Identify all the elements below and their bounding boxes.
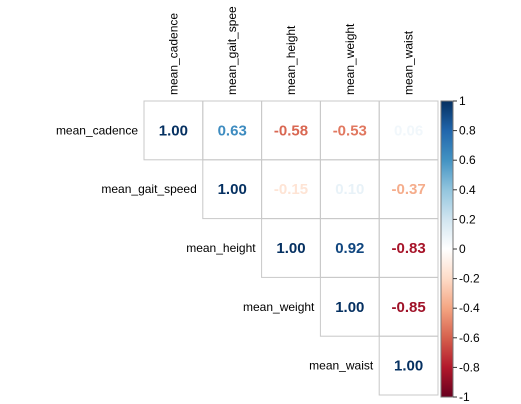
cell-value: 0.06 — [394, 122, 423, 139]
grid-cell — [378, 335, 439, 396]
colorbar-tick-label: -0.4 — [459, 301, 480, 315]
cell-value: -0.53 — [333, 122, 367, 139]
cell-value: -0.85 — [391, 299, 425, 316]
value-labels: 1.00 0.63 -0.58 -0.53 0.06 1.00 -0.15 0.10 -0.37… — [159, 122, 426, 374]
colorbar-tick-label: 1 — [459, 94, 466, 108]
colorbar-tick-label: 0.4 — [459, 183, 476, 197]
row-label: mean_gait_speed — [101, 182, 196, 196]
colorbar-tick-label: -0.2 — [459, 272, 480, 286]
cell-value: 1.00 — [335, 299, 364, 316]
colorbar-tick-label: 0.6 — [459, 153, 476, 167]
row-labels: mean_cadence mean_gait_speed mean_heightme… — [56, 123, 374, 372]
cell-value: 0.10 — [335, 181, 364, 198]
cell-value: -0.58 — [274, 122, 308, 139]
colorbar-tick-label: 0.8 — [459, 124, 476, 138]
cell-value: -0.83 — [391, 240, 425, 257]
column-label: mean_height — [284, 25, 298, 95]
cell-value: 0.63 — [218, 122, 247, 139]
cell-value: 1.00 — [218, 181, 247, 198]
colorbar-tick-label: 0.2 — [459, 212, 476, 226]
cell-value: 0.92 — [335, 240, 364, 257]
row-label: mean_height — [186, 241, 256, 255]
colorbar-tick-label: 0 — [459, 242, 466, 256]
cell-value: 1.00 — [276, 240, 305, 257]
column-label: mean_weight — [343, 23, 357, 95]
cell-value: 1.00 — [159, 122, 188, 139]
row-label: mean_cadence — [56, 123, 138, 137]
cell-value: -0.37 — [391, 181, 425, 198]
colorbar-tick-label: -0.6 — [459, 331, 480, 345]
column-label: mean_gait_spee — [225, 6, 239, 95]
cell-value: -0.15 — [274, 181, 308, 198]
cell-value: 1.00 — [394, 358, 423, 375]
row-label: mean_weight — [243, 300, 315, 314]
colorbar-tick-label: -1 — [459, 390, 470, 404]
column-label: mean_cadence — [166, 13, 180, 95]
colorbar: 1 0.8 0.6 0.4 0.2 0 -0.2 -0.4 -0.6 -0.8 -1 — [440, 94, 480, 404]
colorbar-tick-label: -0.8 — [459, 360, 480, 374]
column-label: mean_waist — [402, 30, 416, 95]
colorbar-gradient — [440, 100, 454, 398]
column-labels: mean_cadence mean_gait_spee mean_height mea… — [166, 6, 415, 95]
grid-lines — [143, 100, 439, 396]
row-label: mean_waist — [309, 359, 374, 373]
